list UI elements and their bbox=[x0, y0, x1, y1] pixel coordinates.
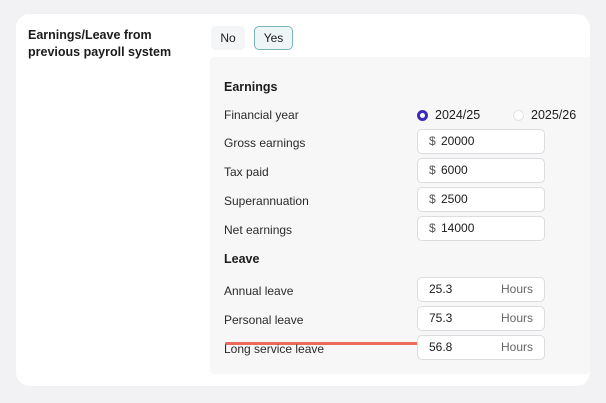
yes-button[interactable]: Yes bbox=[254, 26, 293, 50]
input-value: 2500 bbox=[441, 192, 468, 206]
currency-prefix: $ bbox=[429, 221, 436, 235]
long-service-leave-input[interactable]: 56.8 Hours bbox=[417, 335, 545, 360]
input-value: 56.8 bbox=[429, 340, 453, 354]
tax-paid-label: Tax paid bbox=[224, 165, 269, 179]
personal-leave-input[interactable]: 75.3 Hours bbox=[417, 306, 545, 331]
input-value: 14000 bbox=[441, 221, 475, 235]
currency-prefix: $ bbox=[429, 163, 436, 177]
currency-prefix: $ bbox=[429, 192, 436, 206]
leave-heading: Leave bbox=[224, 252, 260, 266]
personal-leave-label: Personal leave bbox=[224, 313, 304, 327]
hours-unit: Hours bbox=[500, 311, 533, 325]
gross-earnings-input[interactable]: $ 20000 bbox=[417, 129, 545, 154]
hours-unit: Hours bbox=[500, 340, 533, 354]
tax-paid-input[interactable]: $ 6000 bbox=[417, 158, 545, 183]
highlight-underline bbox=[225, 342, 545, 345]
superannuation-input[interactable]: $ 2500 bbox=[417, 187, 545, 212]
input-value: 20000 bbox=[441, 134, 475, 148]
section-label: Earnings/Leave from previous payroll sys… bbox=[28, 28, 172, 59]
previous-payroll-panel: Earnings Financial year 2024/25 2025/26 … bbox=[210, 57, 590, 374]
input-value: 25.3 bbox=[429, 282, 453, 296]
input-value: 6000 bbox=[441, 163, 468, 177]
radio-unchecked-icon bbox=[513, 109, 524, 121]
hours-unit: Hours bbox=[500, 282, 533, 296]
no-button[interactable]: No bbox=[211, 26, 245, 50]
net-earnings-input[interactable]: $ 14000 bbox=[417, 216, 545, 241]
long-service-leave-label: Long service leave bbox=[224, 342, 325, 356]
settings-card: Earnings/Leave from previous payroll sys… bbox=[16, 14, 590, 386]
financial-year-label: Financial year bbox=[224, 108, 299, 122]
financial-year-option-2025-26[interactable]: 2025/26 bbox=[513, 108, 576, 122]
annual-leave-input[interactable]: 25.3 Hours bbox=[417, 277, 545, 302]
currency-prefix: $ bbox=[429, 134, 436, 148]
radio-checked-icon bbox=[417, 109, 428, 121]
annual-leave-label: Annual leave bbox=[224, 284, 294, 298]
earnings-heading: Earnings bbox=[224, 80, 278, 94]
net-earnings-label: Net earnings bbox=[224, 223, 293, 237]
gross-earnings-label: Gross earnings bbox=[224, 136, 306, 150]
input-value: 75.3 bbox=[429, 311, 453, 325]
financial-year-option-2024-25[interactable]: 2024/25 bbox=[417, 108, 480, 122]
superannuation-label: Superannuation bbox=[224, 194, 309, 208]
